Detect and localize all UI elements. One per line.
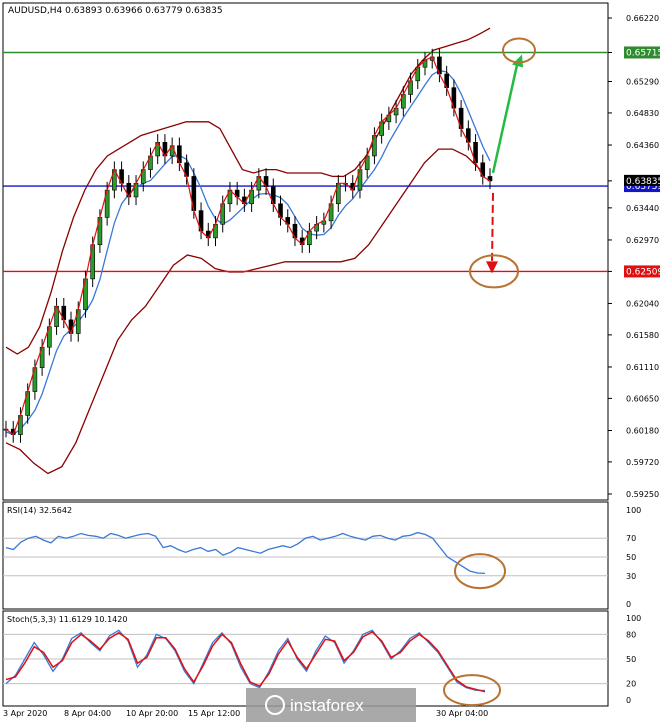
watermark-logo-icon	[265, 695, 285, 715]
y-tick-label: 0.62970	[626, 236, 659, 245]
stoch-layer: 100 80 50 20 0	[3, 614, 641, 707]
y-tick-label: 0.59720	[626, 458, 659, 467]
stoch-tick-label: 0	[626, 696, 631, 705]
rsi-title: RSI(14) 32.5642	[7, 506, 72, 515]
x-tick-label: 15 Apr 12:00	[188, 709, 240, 718]
stoch-circle	[443, 674, 501, 707]
current-price-label: 0.63835	[626, 177, 663, 187]
y-tick-label: 0.62040	[626, 299, 659, 308]
chart-header: AUDUSD,H4 0.63893 0.63966 0.63779 0.6383…	[8, 6, 223, 16]
x-tick-label: 3 Apr 2020	[3, 709, 47, 718]
watermark-text: instaforex	[290, 696, 364, 715]
level-tag-2	[624, 265, 660, 278]
stoch-tick-label: 50	[626, 655, 636, 664]
target-circle-down	[469, 254, 519, 289]
rsi-circle	[454, 553, 506, 590]
y-tick-label: 0.64360	[626, 141, 659, 150]
rsi-tick-label: 70	[626, 534, 636, 543]
rsi-tick-label: 100	[626, 506, 641, 515]
axis-layer: 0.66220 0.65715 0.65290 0.64830 0.64360 0.638…	[3, 14, 663, 718]
level-tag-label: 0.62509	[626, 267, 663, 277]
down-arrow-head	[486, 261, 498, 274]
y-tick-label: 0.59250	[626, 490, 659, 499]
stoch-tick-label: 80	[626, 630, 636, 639]
stoch-title: Stoch(5,3,3) 11.6129 10.1420	[7, 615, 127, 624]
main-panel	[2, 2, 609, 501]
y-tick-label: 0.61580	[626, 331, 659, 340]
x-tick-label: 30 Apr 04:00	[436, 709, 488, 718]
rsi-panel	[2, 501, 609, 610]
up-arrow	[491, 60, 520, 174]
rsi-tick-label: 50	[626, 553, 636, 562]
x-tick-label: 8 Apr 04:00	[64, 709, 111, 718]
y-tick-label: 0.61110	[626, 363, 659, 372]
level-tag-0	[624, 46, 660, 59]
rsi-tick-label: 30	[626, 572, 636, 581]
price-line-red	[5, 56, 491, 436]
y-tick-label: 0.60650	[626, 394, 659, 403]
main-price-layer	[3, 27, 608, 475]
y-tick-label: 0.65290	[626, 78, 659, 87]
level-tag-label: 0.65715	[626, 48, 663, 58]
level-tag-label: 0.63759	[626, 182, 663, 192]
stoch-tick-label: 20	[626, 680, 636, 689]
rsi-line	[5, 531, 486, 575]
y-tick-label: 0.60180	[626, 426, 659, 435]
stoch-signal-line	[5, 630, 486, 693]
current-price-tag	[624, 174, 660, 186]
rsi-layer: 100 70 50 30 0	[3, 506, 641, 609]
y-tick-label: 0.63440	[626, 204, 659, 213]
y-tick-label: 0.66220	[626, 14, 659, 23]
target-circle-up	[502, 37, 536, 64]
watermark-box	[246, 688, 416, 722]
stoch-tick-label: 100	[626, 614, 641, 623]
moving-average-blue	[5, 69, 491, 436]
y-tick-label: 0.64830	[626, 109, 659, 118]
x-tick-label: 10 Apr 20:00	[126, 709, 178, 718]
rsi-tick-label: 0	[626, 600, 631, 609]
up-arrow-head	[512, 54, 523, 68]
